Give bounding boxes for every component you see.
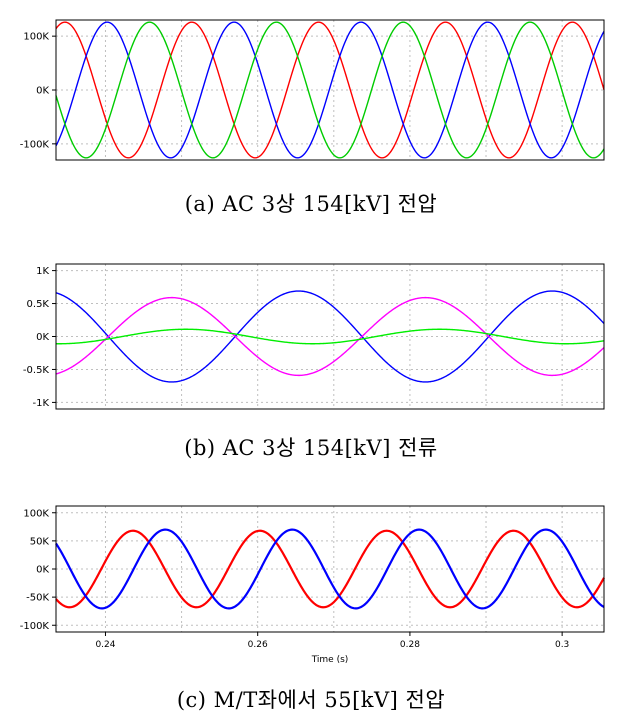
chart-a-three-phase-voltage: 100K 0K -100K [20,19,605,161]
y-tick-label: 0.5K [27,299,50,310]
caption-c: (c) M/T좌에서 55[kV] 전압 [176,688,446,712]
y-tick-label: -0.5K [23,365,50,376]
series-line-3 [55,21,605,159]
y-tick-label: 100K [23,32,49,43]
plot-frame [55,505,605,633]
x-tick-label: 0.24 [95,640,115,650]
caption-a: (a) AC 3상 154[kV] 전압 [184,192,438,216]
y-tick-label: -50K [26,593,49,604]
x-tick-label: 0.26 [248,640,268,650]
y-tick-label: 100K [23,508,49,519]
y-tick-label: 1K [36,266,49,277]
y-tick-label: 0K [36,565,49,576]
y-tick-label: 0K [36,332,49,343]
y-tick-label: 50K [30,536,50,547]
y-tick-label: -100K [20,139,50,150]
y-tick-label: -100K [20,621,50,632]
x-axis-label: Time (s) [311,655,349,665]
series-line-3 [55,328,605,345]
series-line-2 [55,21,605,159]
series-line-2 [55,528,605,610]
x-tick-label: 0.28 [400,640,420,650]
chart-b-three-phase-current: 1K 0.5K 0K -0.5K -1K [23,263,605,410]
x-tick-label: 0.3 [555,640,569,650]
y-tick-label: -1K [32,398,49,409]
plot-frame [55,263,605,410]
y-tick-label: 0K [36,86,49,97]
series-line-2 [55,296,605,377]
chart-c-mt-voltage: 100K 50K 0K -50K -100K 0.24 0.26 0.28 0.3 Time (s… [20,505,605,665]
caption-b: (b) AC 3상 154[kV] 전류 [184,436,438,460]
plot-frame [55,19,605,161]
series-line-1 [55,529,605,609]
series-line-1 [55,290,605,383]
series-line-1 [55,21,605,159]
